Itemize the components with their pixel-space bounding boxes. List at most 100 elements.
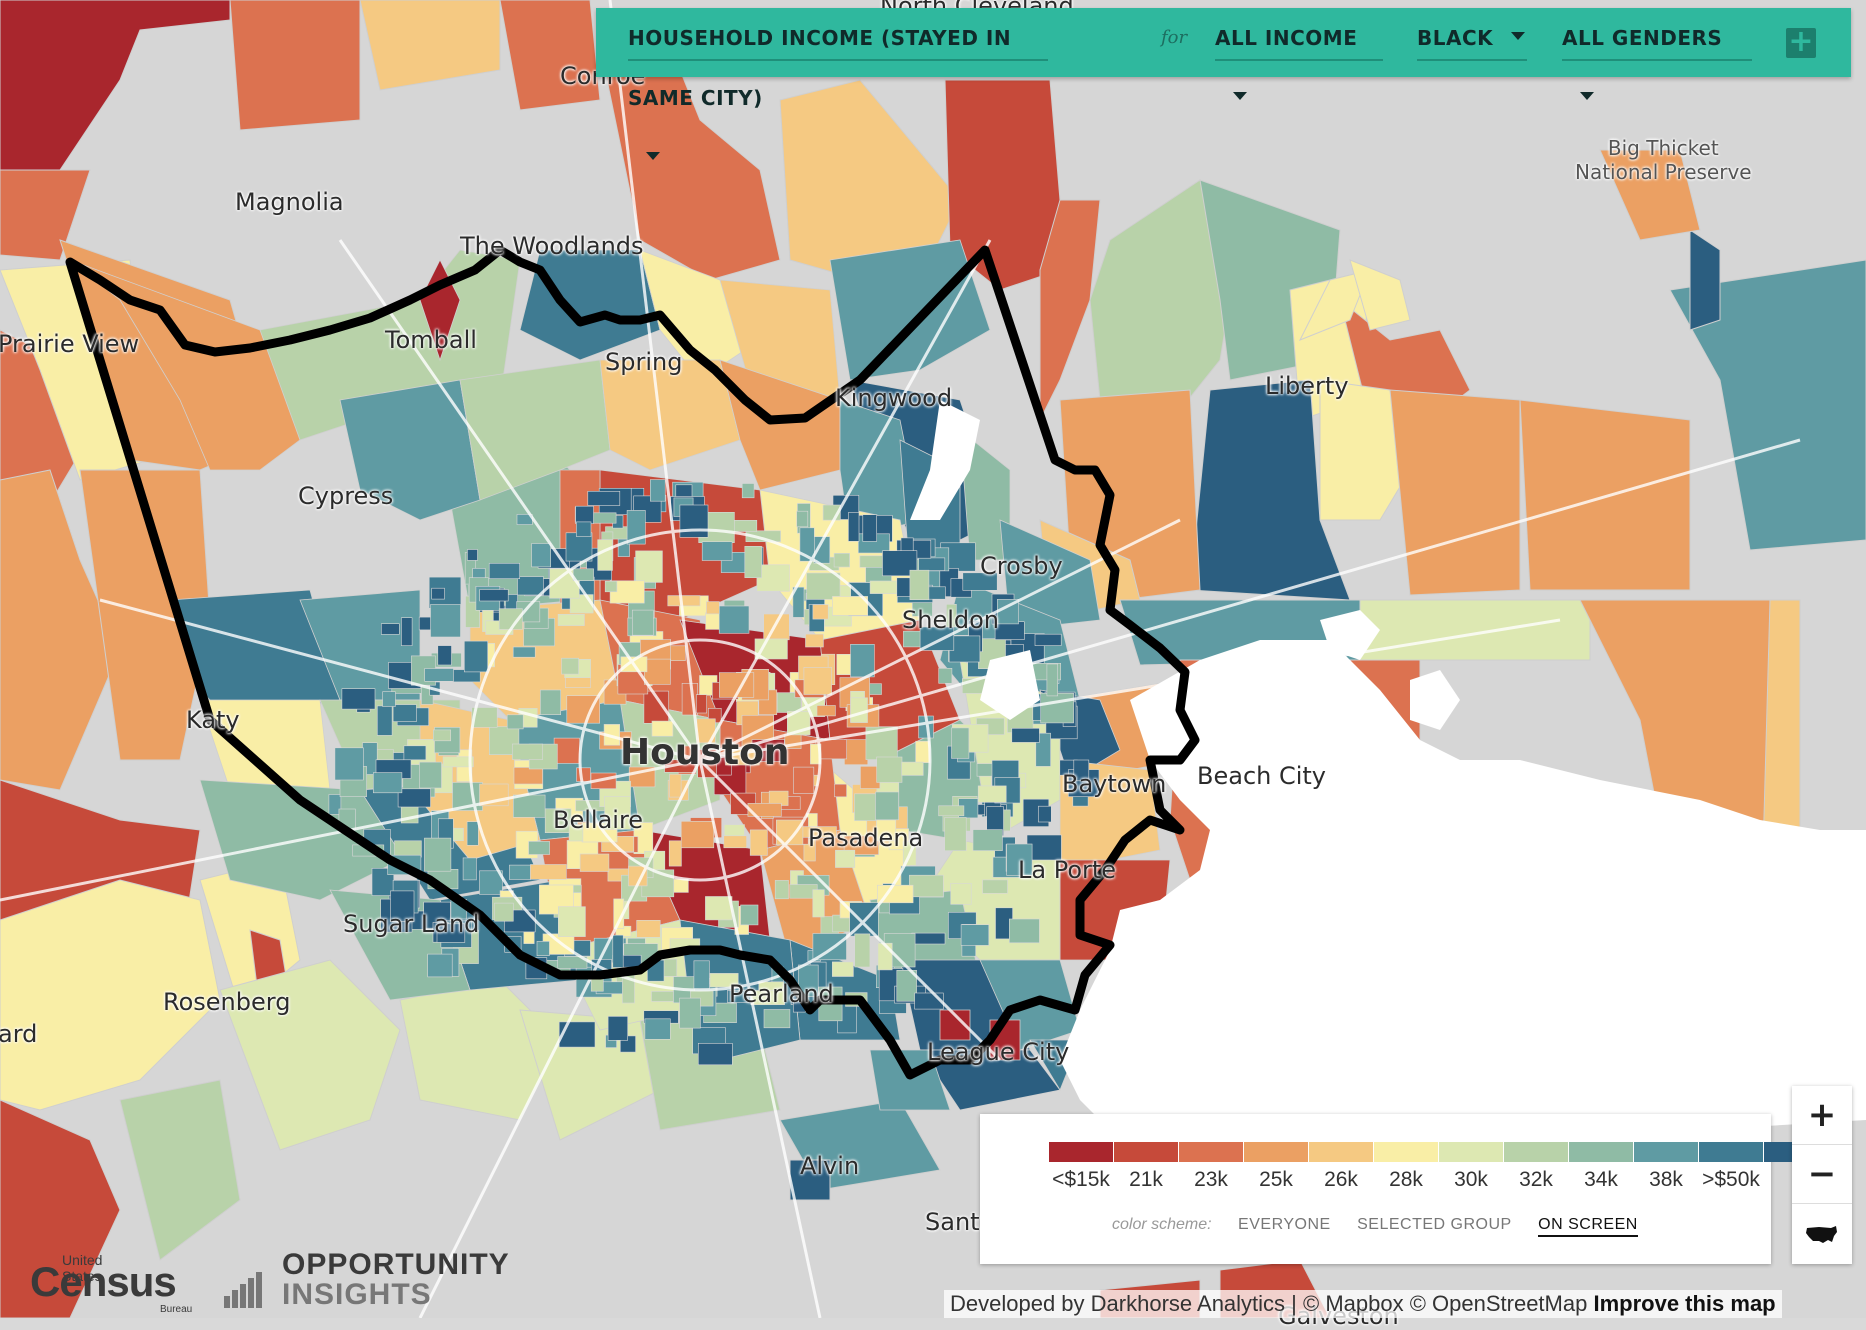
census-tract[interactable] — [436, 923, 466, 943]
census-tract[interactable] — [756, 564, 790, 592]
census-tract[interactable] — [494, 902, 514, 922]
census-tract[interactable] — [723, 835, 747, 849]
census-tract[interactable] — [668, 840, 682, 867]
census-tract[interactable] — [850, 643, 875, 678]
census-tract[interactable] — [528, 841, 550, 855]
gender-dropdown[interactable]: ALL GENDERS — [1562, 8, 1752, 100]
census-tract[interactable] — [705, 896, 733, 921]
census-tract[interactable] — [437, 645, 452, 666]
census-tract[interactable] — [896, 969, 917, 1002]
census-tract[interactable] — [536, 941, 550, 957]
census-tract[interactable] — [607, 1016, 628, 1041]
census-tract[interactable] — [962, 572, 998, 591]
census-tract[interactable] — [651, 720, 674, 737]
census-tract[interactable] — [697, 1043, 733, 1066]
census-tract[interactable] — [557, 906, 586, 937]
census-tract[interactable] — [667, 595, 701, 607]
census-tract[interactable] — [419, 761, 442, 789]
census-tract[interactable] — [875, 791, 899, 821]
census-tract[interactable] — [982, 879, 1008, 894]
census-tract[interactable] — [517, 576, 544, 596]
census-tract[interactable] — [718, 605, 750, 634]
census-tract[interactable] — [376, 705, 393, 736]
attribution-text[interactable]: Developed by Darkhorse Analytics | © Map… — [950, 1291, 1588, 1316]
census-tract[interactable] — [530, 864, 567, 880]
census-tract[interactable] — [960, 924, 990, 946]
census-tract[interactable] — [763, 1009, 791, 1029]
census-tract[interactable] — [328, 794, 342, 815]
census-tract[interactable] — [561, 657, 579, 675]
census-tract[interactable] — [557, 613, 585, 626]
zoom-in-button[interactable]: + — [1792, 1086, 1852, 1145]
census-tract[interactable] — [854, 933, 871, 968]
census-tract[interactable] — [901, 761, 924, 776]
census-tract[interactable] — [651, 991, 674, 1002]
census-tract[interactable] — [918, 557, 946, 571]
race-dropdown[interactable]: BLACK — [1417, 8, 1527, 77]
income-dropdown[interactable]: ALL INCOME — [1215, 8, 1383, 100]
census-tract[interactable] — [531, 543, 551, 568]
census-tract[interactable] — [876, 884, 914, 904]
census-tract[interactable] — [833, 552, 850, 568]
census-tract[interactable] — [463, 640, 488, 673]
census-tract[interactable] — [635, 550, 663, 583]
census-tract[interactable] — [876, 819, 897, 842]
census-tract[interactable] — [951, 727, 970, 759]
census-tract[interactable] — [799, 527, 815, 562]
metric-dropdown[interactable]: HOUSEHOLD INCOME (STAYED IN SAME CITY) — [628, 8, 1048, 160]
census-tract[interactable] — [565, 532, 593, 562]
census-tract[interactable] — [669, 645, 686, 661]
census-tract[interactable] — [557, 956, 588, 969]
census-tract[interactable] — [1038, 805, 1052, 823]
improve-map-link[interactable]: Improve this map — [1593, 1291, 1776, 1316]
census-tract[interactable] — [587, 490, 621, 506]
census-tract[interactable] — [812, 933, 847, 961]
census-tract[interactable] — [1011, 727, 1040, 743]
census-tract[interactable] — [706, 601, 720, 615]
census-tract[interactable] — [1073, 759, 1090, 782]
census-tract[interactable] — [679, 997, 701, 1029]
census-tract[interactable] — [1026, 834, 1062, 861]
census-tract[interactable] — [844, 739, 869, 765]
census-tract[interactable] — [745, 530, 781, 542]
census-tract[interactable] — [733, 519, 758, 532]
census-tract[interactable] — [575, 505, 594, 525]
census-tract[interactable] — [471, 707, 498, 728]
census-tract[interactable] — [466, 821, 479, 846]
census-tract[interactable] — [626, 510, 646, 545]
census-tract[interactable] — [488, 562, 521, 579]
census-tract[interactable] — [679, 504, 709, 538]
census-tract[interactable] — [553, 737, 580, 764]
census-tract[interactable] — [726, 990, 749, 1003]
census-tract[interactable] — [669, 773, 682, 798]
census-tract[interactable] — [972, 829, 1003, 851]
census-tract[interactable] — [1034, 633, 1062, 646]
census-tract[interactable] — [1008, 918, 1040, 944]
census-tract[interactable] — [994, 621, 1025, 640]
census-tract[interactable] — [506, 714, 524, 730]
plus-icon[interactable]: + — [1786, 27, 1816, 58]
census-tract[interactable] — [372, 772, 403, 794]
census-tract[interactable] — [442, 756, 474, 768]
census-tract[interactable] — [693, 960, 710, 989]
census-tract[interactable] — [812, 889, 825, 918]
census-tract[interactable] — [424, 837, 452, 872]
census-tract[interactable] — [382, 691, 396, 707]
census-tract[interactable] — [805, 633, 824, 648]
census-tract[interactable] — [462, 857, 477, 881]
census-tract[interactable] — [723, 824, 745, 837]
census-tract[interactable] — [643, 658, 671, 685]
census-tract[interactable] — [392, 704, 417, 722]
census-tract[interactable] — [832, 596, 869, 616]
census-tract[interactable] — [793, 766, 815, 794]
census-tract[interactable] — [431, 587, 445, 600]
census-tract[interactable] — [695, 694, 707, 714]
census-tract[interactable] — [950, 882, 972, 905]
census-tract[interactable] — [749, 829, 768, 856]
census-tract[interactable] — [1046, 663, 1059, 697]
census-tract[interactable] — [803, 667, 832, 695]
scheme-selected-group[interactable]: SELECTED GROUP — [1357, 1216, 1512, 1233]
census-tract[interactable] — [1040, 692, 1074, 724]
census-tract[interactable] — [432, 729, 451, 742]
